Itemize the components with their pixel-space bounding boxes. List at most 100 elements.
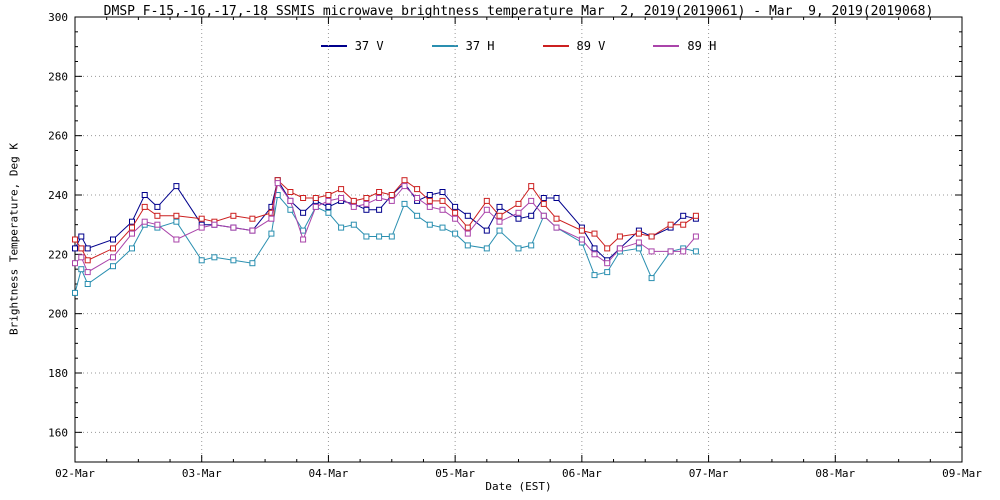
data-marker bbox=[376, 189, 383, 195]
data-marker bbox=[363, 200, 370, 207]
data-marker bbox=[84, 257, 91, 264]
data-marker bbox=[230, 257, 237, 264]
data-marker bbox=[553, 215, 560, 222]
data-marker bbox=[439, 206, 446, 213]
data-marker bbox=[515, 245, 522, 252]
data-marker bbox=[604, 269, 611, 276]
x-tick-label: 05-Mar bbox=[435, 467, 475, 480]
legend: 37 V 37 H 89 V 89 H bbox=[75, 39, 962, 53]
data-marker bbox=[72, 260, 78, 267]
data-marker bbox=[287, 189, 294, 195]
data-marker bbox=[635, 230, 642, 237]
data-marker bbox=[84, 269, 91, 276]
data-marker bbox=[129, 230, 135, 237]
data-marker bbox=[464, 242, 471, 249]
plot-border bbox=[74, 16, 963, 463]
data-marker bbox=[198, 215, 205, 222]
data-marker bbox=[72, 236, 78, 243]
data-marker bbox=[338, 195, 345, 201]
data-marker bbox=[198, 224, 205, 231]
data-marker bbox=[110, 236, 116, 243]
data-marker bbox=[648, 233, 655, 240]
data-marker bbox=[363, 195, 370, 201]
data-marker bbox=[300, 195, 307, 201]
data-marker bbox=[515, 209, 522, 216]
data-marker bbox=[414, 212, 421, 219]
data-marker bbox=[78, 254, 85, 261]
data-marker bbox=[84, 245, 91, 252]
data-marker bbox=[211, 254, 218, 261]
data-marker bbox=[249, 227, 256, 234]
series-89h bbox=[72, 180, 699, 276]
gridlines bbox=[74, 16, 963, 462]
legend-entry-89h: 89 H bbox=[653, 39, 716, 53]
y-tick-label: 300 bbox=[48, 11, 68, 24]
data-marker bbox=[110, 245, 116, 252]
data-marker bbox=[268, 230, 275, 237]
data-marker bbox=[141, 192, 148, 198]
y-tick-label: 200 bbox=[48, 308, 68, 321]
data-marker bbox=[173, 212, 180, 219]
data-marker bbox=[312, 203, 319, 210]
data-marker bbox=[198, 257, 205, 264]
data-marker bbox=[528, 242, 535, 249]
data-marker bbox=[483, 227, 490, 234]
legend-line-89h bbox=[653, 45, 680, 47]
x-tick-label: 09-Mar bbox=[942, 467, 982, 480]
data-marker bbox=[648, 275, 655, 282]
data-marker bbox=[287, 206, 294, 213]
x-tick-label: 08-Mar bbox=[815, 467, 855, 480]
x-axis-label: Date (EST) bbox=[485, 480, 552, 493]
data-marker bbox=[338, 186, 345, 193]
data-marker bbox=[388, 192, 395, 198]
data-marker bbox=[129, 218, 135, 225]
data-marker bbox=[230, 224, 237, 231]
data-marker bbox=[452, 209, 459, 216]
data-marker bbox=[325, 197, 332, 204]
data-marker bbox=[129, 224, 135, 231]
data-marker bbox=[439, 197, 446, 204]
data-marker bbox=[141, 203, 148, 210]
data-marker bbox=[300, 227, 307, 234]
data-marker bbox=[363, 233, 370, 240]
data-marker bbox=[312, 195, 319, 201]
data-marker bbox=[376, 195, 383, 201]
tick-labels: 160 180 200 220 240 260 280 300 02-Mar 03-Mar 04-M… bbox=[48, 11, 982, 480]
data-marker bbox=[515, 215, 522, 222]
legend-label-89v: 89 V bbox=[576, 39, 606, 53]
y-tick-label: 260 bbox=[48, 130, 68, 143]
data-marker bbox=[268, 209, 275, 216]
data-marker bbox=[154, 212, 161, 219]
x-tick-label: 06-Mar bbox=[562, 467, 602, 480]
data-marker bbox=[350, 221, 357, 228]
data-marker bbox=[496, 212, 503, 219]
data-marker bbox=[591, 230, 598, 237]
data-marker bbox=[553, 195, 560, 201]
data-marker bbox=[496, 218, 503, 225]
data-marker bbox=[154, 221, 161, 228]
data-marker bbox=[78, 233, 85, 240]
data-marker bbox=[376, 206, 383, 213]
data-marker bbox=[141, 218, 148, 225]
data-marker bbox=[249, 260, 256, 267]
data-marker bbox=[680, 221, 687, 228]
y-tick-label: 280 bbox=[48, 70, 68, 83]
legend-label-37h: 37 H bbox=[465, 39, 495, 53]
data-marker bbox=[154, 203, 161, 210]
data-marker bbox=[692, 248, 699, 255]
data-marker bbox=[553, 224, 560, 231]
series-37h bbox=[72, 192, 699, 296]
data-marker bbox=[401, 177, 408, 184]
data-marker bbox=[540, 212, 547, 219]
data-marker bbox=[300, 209, 307, 216]
data-marker bbox=[540, 200, 547, 207]
data-marker bbox=[78, 266, 85, 273]
data-marker bbox=[173, 218, 180, 225]
x-tick-label: 04-Mar bbox=[309, 467, 349, 480]
data-marker bbox=[483, 197, 490, 204]
data-marker bbox=[483, 206, 490, 213]
data-marker bbox=[350, 197, 357, 204]
data-marker bbox=[173, 236, 180, 243]
series-89v bbox=[72, 177, 699, 264]
data-marker bbox=[464, 230, 471, 237]
